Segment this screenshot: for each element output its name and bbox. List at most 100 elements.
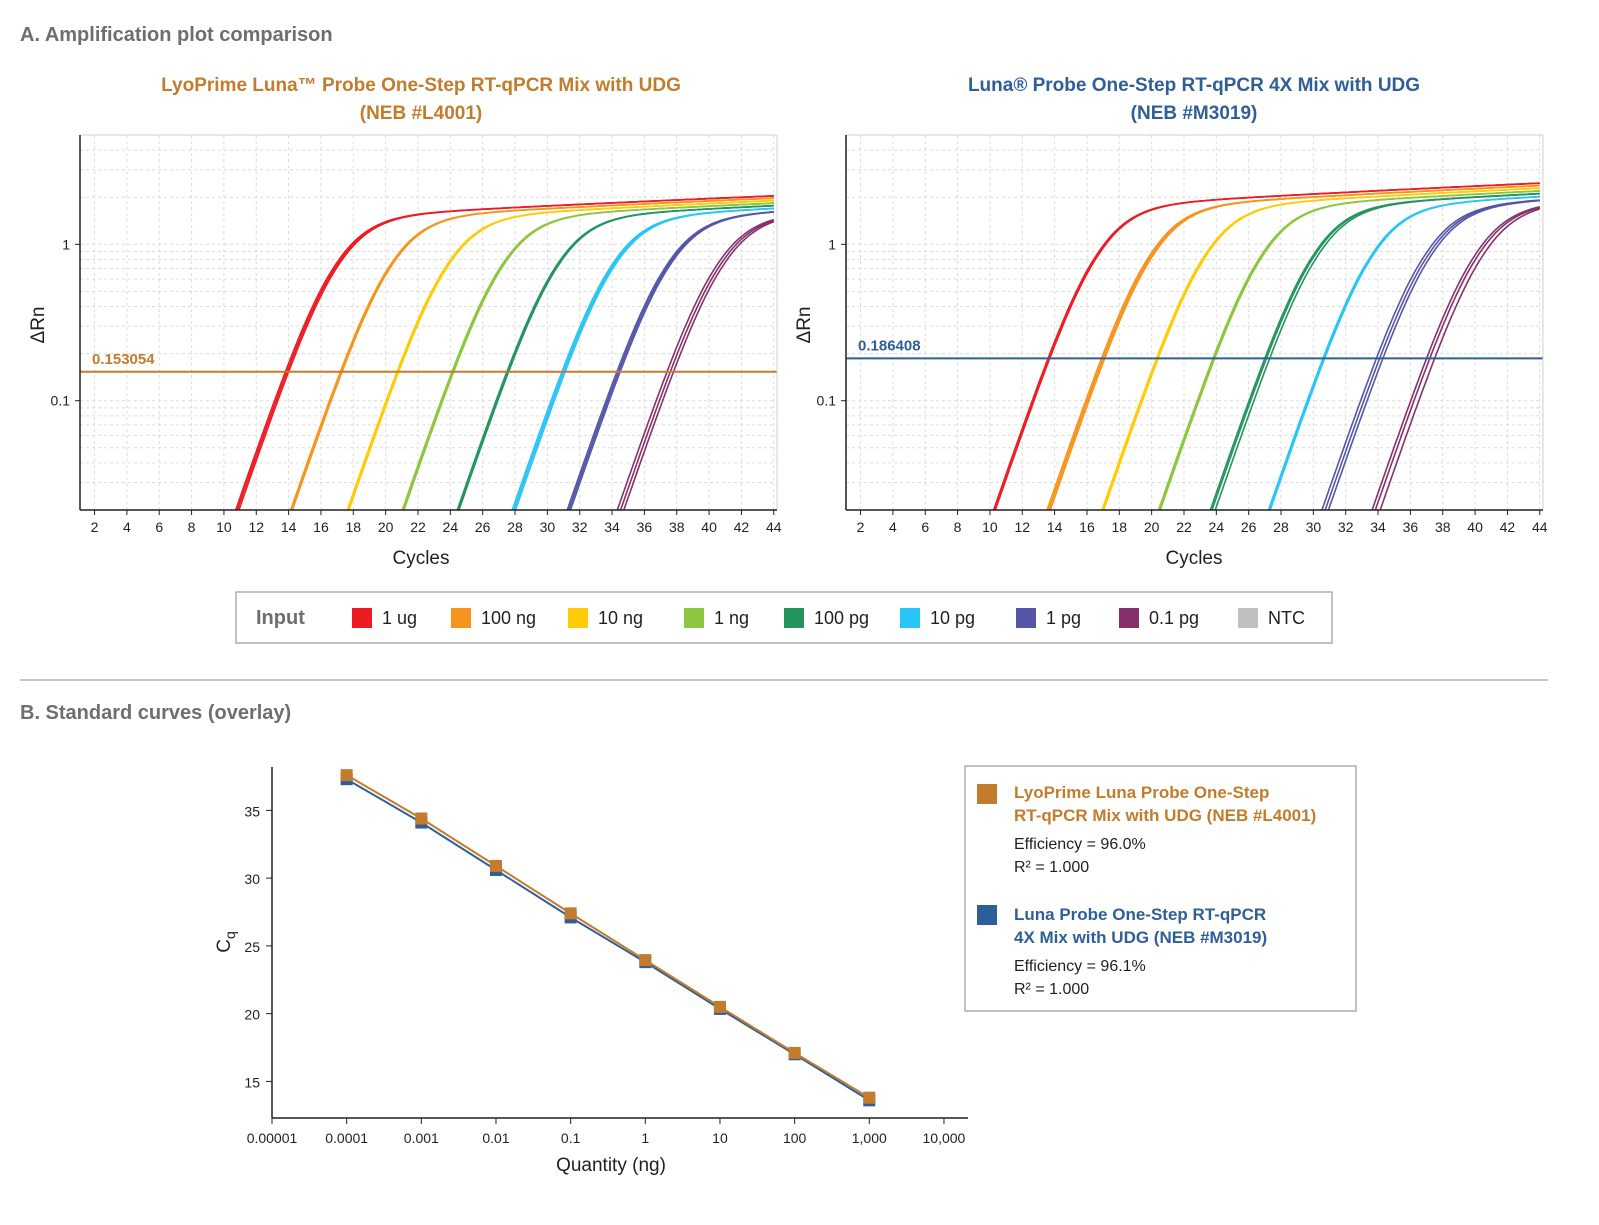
y-tick-label: 1 [62,236,70,252]
x-tick-label: 0.001 [404,1130,439,1146]
data-point-0 [713,1000,726,1013]
x-tick-label: 36 [1403,519,1419,535]
x-tick-label: 38 [669,519,685,535]
x-tick-label: 36 [637,519,653,535]
x-tick-label: 0.00001 [247,1130,298,1146]
amplification-curve-0.1-pg [616,218,775,510]
x-tick-label: 24 [1209,519,1225,535]
x-tick-label: 4 [123,519,131,535]
curves [234,195,775,510]
x-tick-label: 26 [475,519,491,535]
amplification-curve-1-ng [403,202,774,510]
legend-lyoprime-line2: RT-qPCR Mix with UDG (NEB #L4001) [1014,806,1316,825]
x-tick-label: 44 [766,519,782,535]
legend-lyoprime-r2: R² = 1.000 [1014,859,1089,876]
amplification-curve-0.1-pg [622,220,775,510]
amplification-curve-10-ng [348,199,774,510]
legend-label: 100 pg [814,608,869,628]
y-tick-label: 25 [244,939,260,955]
x-tick-label: 20 [378,519,394,535]
data-point-0 [340,769,353,782]
x-tick-label: 20 [1144,519,1160,535]
standard-curve-line-0 [346,774,870,1099]
amplification-curve-10-pg [513,207,774,510]
legend-swatch-1-ng [684,608,704,628]
y-tick-label: 1 [828,236,836,252]
x-tick-label: 16 [1079,519,1095,535]
x-tick-label: 38 [1435,519,1451,535]
legend-label: 1 pg [1046,608,1081,628]
amplification-curve-1-pg [1321,199,1540,510]
standard-curve-plot: Quantity (ng) Cq 0.00001 0.0001 0.001 0.01 0… [214,767,968,1176]
x-axis-label: Quantity (ng) [556,1155,666,1176]
legend-luna-line2: 4X Mix with UDG (NEB #M3019) [1014,928,1267,947]
y-tick-label: 15 [244,1074,260,1090]
legend-swatch-10-pg [900,608,920,628]
legend-swatch-lyoprime [977,784,997,804]
legend-label: 0.1 pg [1149,608,1199,628]
amplification-curve-1-pg [1327,199,1540,510]
data-point-0 [415,812,428,825]
amplification-curve-1-pg [567,211,774,510]
x-tick-label: 24 [443,519,459,535]
x-tick-label: 34 [1370,519,1386,535]
x-tick-label: 0.0001 [325,1130,368,1146]
curves [992,182,1541,510]
x-tick-label: 0.1 [561,1130,581,1146]
legend-title: Input [256,607,305,629]
x-tick-label: 26 [1241,519,1257,535]
x-tick-label: 18 [1112,519,1128,535]
legend-swatch-luna [977,905,997,925]
amplification-curve-1-pg [569,211,774,510]
x-tick-label: 100 [783,1130,807,1146]
y-axis-label: Cq [214,931,238,953]
amplification-curve-1-ug [238,195,774,510]
amplification-curve-1-ng [1159,190,1540,510]
legend-label: 10 ng [598,608,643,628]
amplification-curve-0.1-pg [1374,206,1541,510]
x-tick-label: 2 [857,519,865,535]
y-tick-label: 0.1 [817,393,837,409]
x-tick-label: 8 [188,519,196,535]
x-tick-label: 40 [701,519,717,535]
y-tick-label: 20 [244,1007,260,1023]
x-tick-label: 40 [1467,519,1483,535]
y-axis-label-sub: q [222,931,238,939]
amplification-curve-1-pg [566,211,774,510]
legend-label: 100 ng [481,608,536,628]
data-point-0 [788,1046,801,1059]
legend-swatch-1-ug [352,608,372,628]
x-tick-label: 30 [540,519,556,535]
amplification-curve-10-ng [346,199,774,510]
data-point-0 [863,1091,876,1104]
x-tick-label: 32 [572,519,588,535]
amplification-curve-100-ng [291,197,774,510]
x-tick-label: 42 [734,519,750,535]
y-tick-label: 0.1 [51,393,71,409]
legend-swatch-0.1-pg [1119,608,1139,628]
legend-luna-r2: R² = 1.000 [1014,981,1089,998]
x-tick-label: 2 [91,519,99,535]
x-tick-label: 10,000 [923,1130,966,1146]
amplification-curve-0.1-pg [619,219,775,510]
amplification-curve-1-pg [1324,199,1540,510]
input-legend: Input 1 ug 100 ng 10 ng 1 ng 100 pg 10 pg 1 pg… [235,591,1333,644]
amplification-curve-10-ng [1102,187,1540,510]
legend-label: 1 ug [382,608,417,628]
amplification-curve-0.1-pg [1379,208,1541,510]
chart-title-line2: (NEB #L4001) [360,103,483,124]
x-tick-label: 14 [1047,519,1063,535]
amplification-curve-100-pg [1214,193,1540,510]
amplification-curve-1-ug [994,182,1540,510]
data-point-0 [564,907,577,920]
legend-label: NTC [1268,608,1305,628]
y-tick-label: 35 [244,803,260,819]
x-tick-label: 4 [889,519,897,535]
legend-swatch-100-ng [451,608,471,628]
amplification-plot-luna: Luna® Probe One-Step RT-qPCR 4X Mix with… [794,75,1548,569]
amplification-curve-10-pg [514,207,774,510]
chart-title-line1: LyoPrime Luna™ Probe One-Step RT-qPCR Mi… [161,75,681,96]
amplification-curve-10-pg [1269,195,1540,510]
amplification-plot-lyoprime: LyoPrime Luna™ Probe One-Step RT-qPCR Mi… [28,75,782,569]
